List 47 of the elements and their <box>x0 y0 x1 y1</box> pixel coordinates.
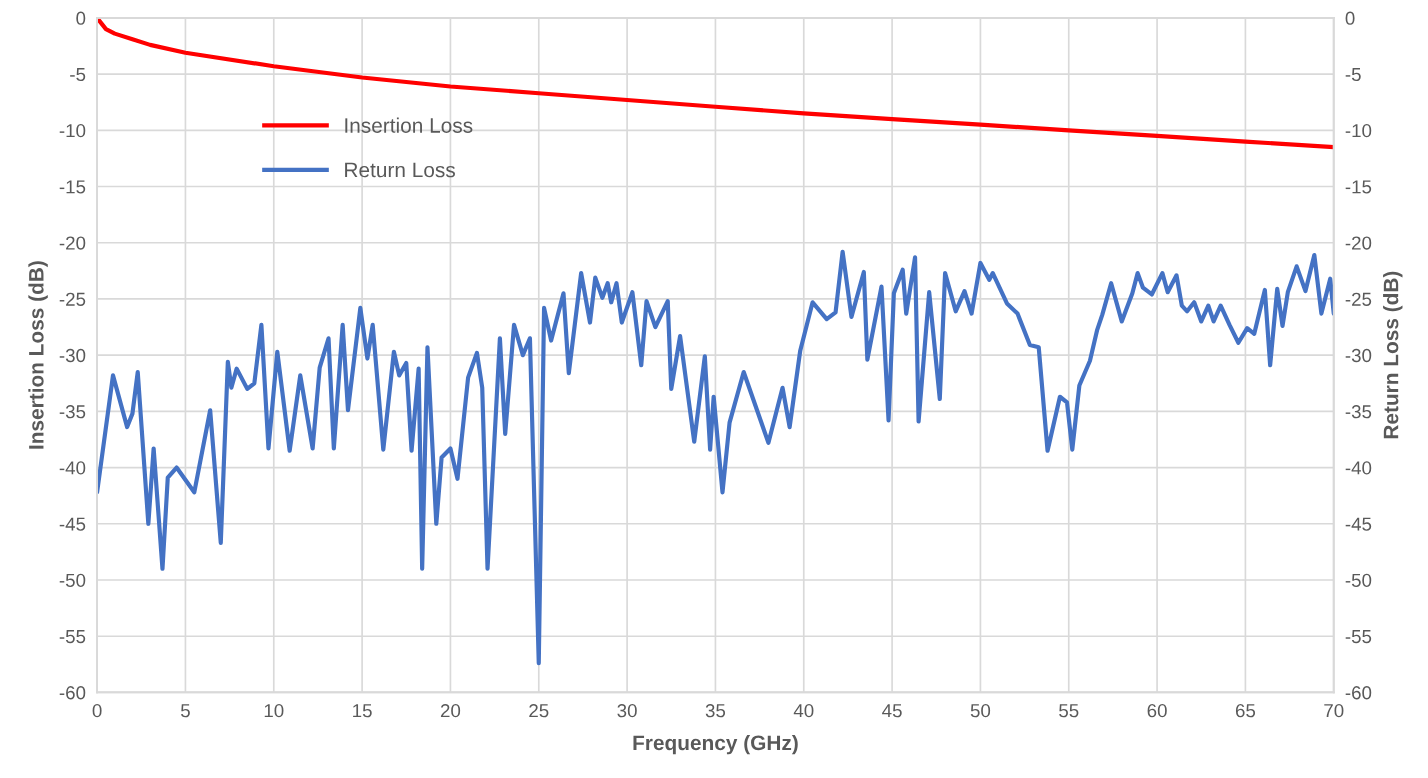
y-tick-label: -20 <box>59 236 86 250</box>
x-tick-label: 25 <box>529 704 549 718</box>
x-tick-label: 50 <box>970 704 991 718</box>
y-tick-label: -10 <box>59 124 86 138</box>
y-tick-label: -30 <box>59 348 86 363</box>
y2-axis-title: Return Loss (dB) <box>1383 271 1403 439</box>
x-tick-label: 45 <box>882 704 902 718</box>
y-tick-label: -55 <box>59 630 86 644</box>
y2-tick-label: -25 <box>1345 292 1372 306</box>
x-axis-title: Frequency (GHz) <box>633 734 798 755</box>
y2-tick-label: 0 <box>1345 11 1355 25</box>
y2-tick-label: -40 <box>1345 461 1372 475</box>
y2-tick-label: -45 <box>1345 517 1372 531</box>
x-tick-label: 15 <box>353 704 372 718</box>
x-tick-label: 65 <box>1235 704 1256 718</box>
x-tick-label: 55 <box>1059 704 1079 718</box>
y2-tick-label: -50 <box>1345 573 1372 587</box>
x-tick-label: 20 <box>440 704 461 718</box>
y-tick-label: -50 <box>59 573 86 587</box>
y-axis-title: Insertion Loss (dB) <box>28 261 48 449</box>
y2-tick-label: -20 <box>1345 236 1372 250</box>
y-tick-label: -25 <box>59 292 86 306</box>
y-tick-label: -45 <box>59 517 86 531</box>
y2-tick-label: -55 <box>1345 630 1372 644</box>
x-tick-label: 70 <box>1324 704 1344 718</box>
y-tick-label: -5 <box>70 68 86 82</box>
legend-label: Insertion Loss <box>345 117 473 133</box>
y-tick-label: 0 <box>76 11 86 25</box>
y2-tick-label: -35 <box>1345 405 1372 419</box>
x-tick-label: 0 <box>92 704 102 718</box>
x-tick-label: 10 <box>264 704 284 718</box>
x-tick-label: 35 <box>705 704 726 718</box>
line-series <box>97 249 1334 666</box>
y2-tick-label: -10 <box>1345 124 1372 138</box>
y2-tick-label: -15 <box>1345 180 1372 194</box>
legend-label: Return Loss <box>345 162 455 178</box>
x-tick-label: 5 <box>180 704 190 718</box>
x-tick-label: 60 <box>1147 704 1167 718</box>
y-tick-label: -15 <box>59 180 86 194</box>
y2-tick-label: -30 <box>1345 348 1372 363</box>
y2-tick-label: -5 <box>1345 68 1361 82</box>
x-tick-label: 40 <box>793 704 814 718</box>
y-tick-label: -40 <box>59 461 86 475</box>
y-tick-label: -35 <box>59 405 86 419</box>
x-tick-label: 30 <box>617 704 637 718</box>
y2-tick-label: -60 <box>1345 686 1372 700</box>
y-tick-label: -60 <box>59 686 86 700</box>
